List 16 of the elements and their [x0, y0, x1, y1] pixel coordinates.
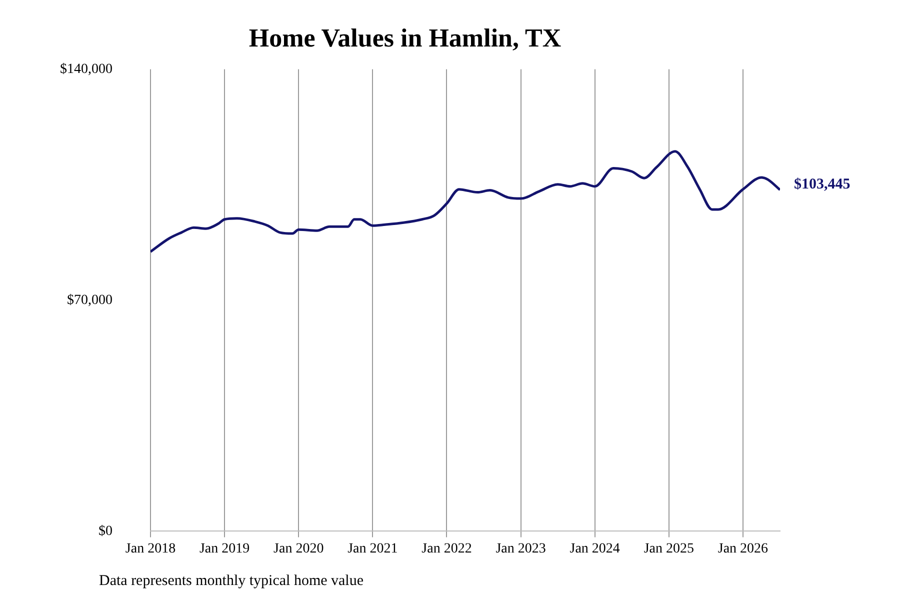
- x-tick-label: Jan 2026: [718, 541, 768, 556]
- x-tick-label: Jan 2023: [496, 541, 546, 556]
- x-tick-label: Jan 2022: [422, 541, 472, 556]
- y-tick-label: $140,000: [60, 62, 112, 77]
- x-tick-label: Jan 2021: [348, 541, 398, 556]
- y-tick-label: $70,000: [67, 292, 112, 308]
- x-tick-label: Jan 2025: [644, 541, 694, 556]
- x-tick-label: Jan 2019: [199, 541, 250, 556]
- annotation: $103,445: [794, 176, 850, 193]
- line-series: [150, 150, 780, 253]
- chart-title: Home Values in Hamlin, TX: [248, 23, 562, 52]
- x-tick-label: Jan 2024: [570, 541, 620, 556]
- y-tick-label: $0: [98, 524, 112, 539]
- x-tick-label: Jan 2020: [274, 541, 324, 556]
- text: Data represents monthly typical home value: [99, 572, 364, 589]
- x-tick-label: Jan 2018: [125, 541, 176, 556]
